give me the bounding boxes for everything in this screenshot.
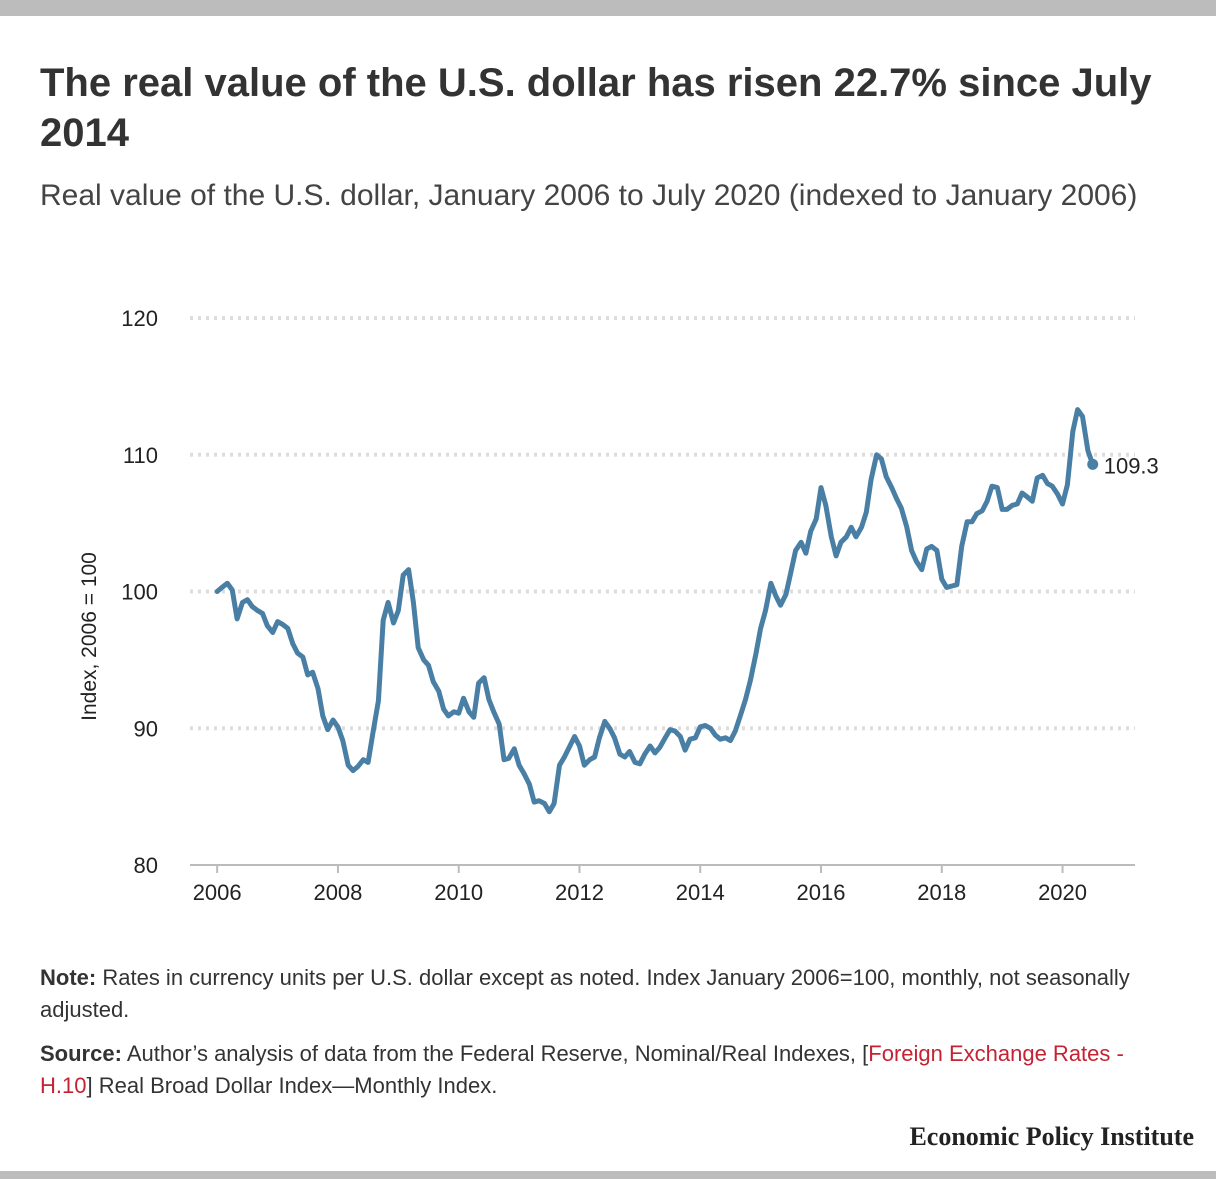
source-label: Source: bbox=[40, 1041, 122, 1066]
source-paragraph: Source: Author’s analysis of data from t… bbox=[40, 1038, 1180, 1102]
series-line-real-dollar-index[interactable] bbox=[214, 407, 1096, 815]
x-tick-label: 2014 bbox=[676, 880, 725, 905]
x-tick-label: 2016 bbox=[797, 880, 846, 905]
x-tick-label: 2012 bbox=[555, 880, 604, 905]
line-chart: 80 90 100 110 120 2006 2008 2010 2012 2014 2016 201… bbox=[78, 306, 1159, 905]
y-tick-label: 100 bbox=[121, 580, 158, 605]
source-text-before: Author’s analysis of data from the Feder… bbox=[126, 1041, 869, 1066]
x-tick-label: 2010 bbox=[434, 880, 483, 905]
y-axis-label: Index, 2006 = 100 bbox=[78, 552, 101, 721]
brand-logo-text: Economic Policy Institute bbox=[909, 1122, 1194, 1151]
y-tick-label: 80 bbox=[134, 853, 158, 878]
x-tick-label: 2006 bbox=[193, 880, 242, 905]
series-end-point[interactable] bbox=[1087, 458, 1099, 470]
y-tick-label: 90 bbox=[134, 716, 158, 741]
source-link[interactable]: Foreign Exchange Rates - H.10 bbox=[40, 1041, 1124, 1098]
top-border-bar bbox=[0, 0, 1216, 16]
note-label: Note: bbox=[40, 965, 97, 990]
source-text-after: ] Real Broad Dollar Index—Monthly Index. bbox=[86, 1073, 498, 1098]
axis-ticks: 80 90 100 110 120 2006 2008 2010 2012 2014 2016 201… bbox=[121, 306, 1087, 905]
series-end-label: 109.3 bbox=[1104, 453, 1159, 478]
x-tick-label: 2018 bbox=[917, 880, 966, 905]
notes-block: Note: Rates in currency units per U.S. d… bbox=[40, 962, 1180, 1114]
chart-title: The real value of the U.S. dollar has ri… bbox=[40, 61, 1152, 155]
chart-subtitle: Real value of the U.S. dollar, January 2… bbox=[40, 179, 1138, 212]
gridlines bbox=[190, 316, 1135, 731]
x-tick-label: 2008 bbox=[313, 880, 362, 905]
x-tick-label: 2020 bbox=[1038, 880, 1087, 905]
note-paragraph: Note: Rates in currency units per U.S. d… bbox=[40, 962, 1180, 1026]
y-tick-label: 120 bbox=[121, 306, 158, 331]
y-tick-label: 110 bbox=[123, 443, 158, 468]
bottom-border-bar bbox=[0, 1171, 1216, 1179]
note-text: Rates in currency units per U.S. dollar … bbox=[40, 965, 1130, 1022]
